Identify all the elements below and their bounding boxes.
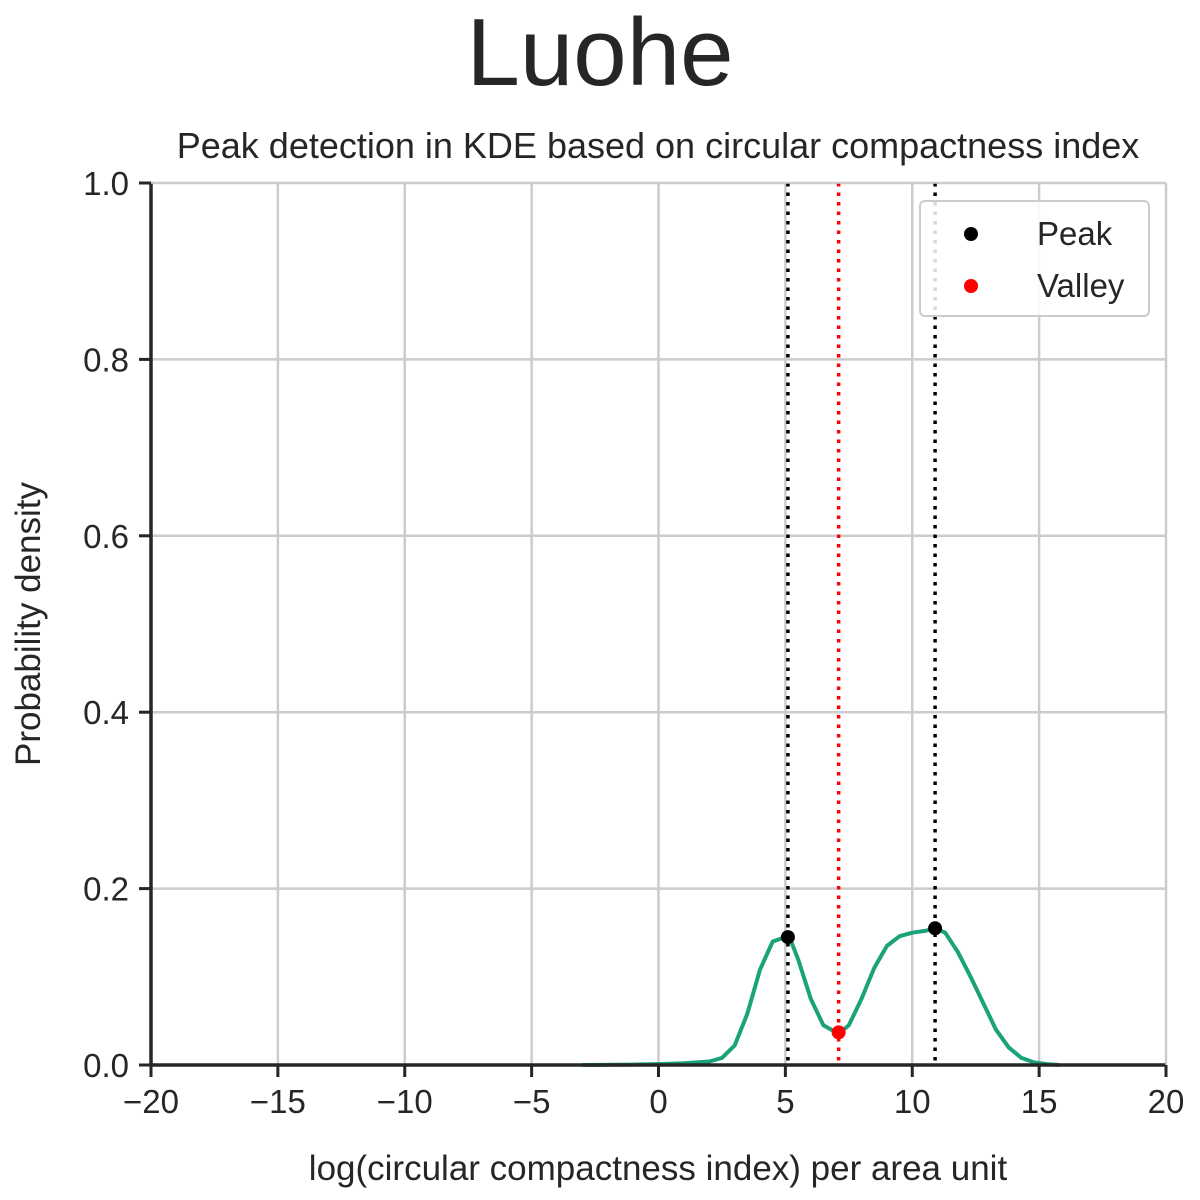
x-tick-label: 15 — [1021, 1083, 1058, 1120]
legend-peak-label: Peak — [1037, 215, 1113, 252]
x-tick-label: −5 — [513, 1083, 551, 1120]
y-tick-label: 0.8 — [83, 341, 129, 378]
y-tick-label: 0.4 — [83, 694, 129, 731]
legend-valley-marker — [964, 279, 978, 293]
legend-peak-marker — [964, 227, 978, 241]
legend-valley-label: Valley — [1037, 267, 1125, 304]
x-tick-label: 5 — [776, 1083, 794, 1120]
y-tick-label: 0.0 — [83, 1047, 129, 1084]
x-axis-label: log(circular compactness index) per area… — [309, 1149, 1008, 1188]
x-tick-label: 0 — [649, 1083, 667, 1120]
grid-lines — [149, 181, 1168, 1067]
peak-point — [928, 921, 943, 936]
tick-labels: −20 −15 −10 −5 0 5 10 15 20 0.0 0.2 0.4 0.6 0.8 1.0 — [83, 165, 1184, 1120]
y-axis-label: Probability density — [9, 481, 48, 766]
markers — [780, 921, 943, 1040]
x-tick-label: 20 — [1148, 1083, 1185, 1120]
figure-suptitle: Luohe — [467, 0, 734, 106]
x-tick-label: 10 — [894, 1083, 931, 1120]
vertical-markers — [786, 183, 937, 1065]
x-tick-label: −10 — [377, 1083, 433, 1120]
axes — [149, 182, 1167, 1067]
y-tick-label: 1.0 — [83, 165, 129, 202]
kde-curve — [582, 926, 1060, 1067]
y-tick-label: 0.6 — [83, 518, 129, 555]
valley-point — [831, 1025, 846, 1040]
y-tick-label: 0.2 — [83, 871, 129, 908]
legend: Peak Valley — [919, 200, 1150, 317]
chart-title: Peak detection in KDE based on circular … — [177, 125, 1140, 166]
x-tick-label: −15 — [250, 1083, 306, 1120]
peak-point — [780, 930, 795, 945]
x-tick-label: −20 — [123, 1083, 179, 1120]
